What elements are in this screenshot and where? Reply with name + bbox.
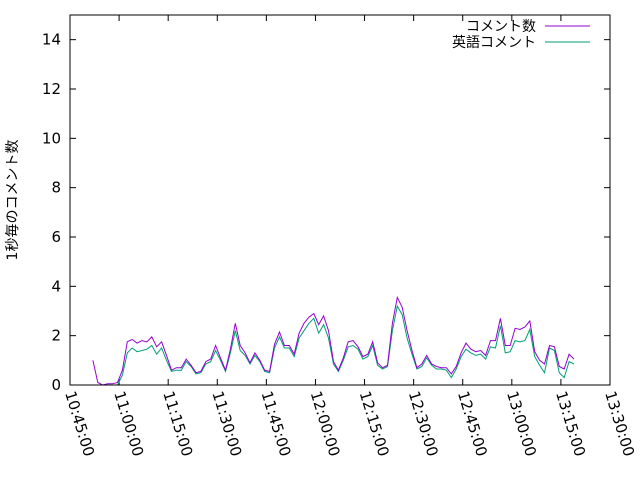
- y-tick-label: 8: [51, 179, 61, 197]
- y-tick-label: 6: [51, 228, 61, 246]
- y-axis-label: 1秒毎のコメント数: [5, 140, 21, 261]
- y-tick-labels: 0 2 4 6 8 10 12 14: [42, 31, 61, 394]
- series-line-0: [92, 295, 575, 386]
- plot-frame: [69, 14, 611, 386]
- y-tick-label: 14: [42, 31, 61, 49]
- series-lines: [92, 295, 575, 386]
- y-tick-label: 0: [51, 376, 61, 394]
- legend-label-0: コメント数: [466, 19, 536, 35]
- legend-label-1: 英語コメント: [452, 34, 536, 51]
- y-tick-label: 4: [51, 277, 61, 295]
- y-tick-label: 10: [42, 129, 61, 147]
- axis-ticks: [69, 15, 611, 386]
- series-line-1: [92, 304, 575, 386]
- y-tick-label: 2: [51, 327, 61, 345]
- y-tick-label: 12: [42, 80, 61, 98]
